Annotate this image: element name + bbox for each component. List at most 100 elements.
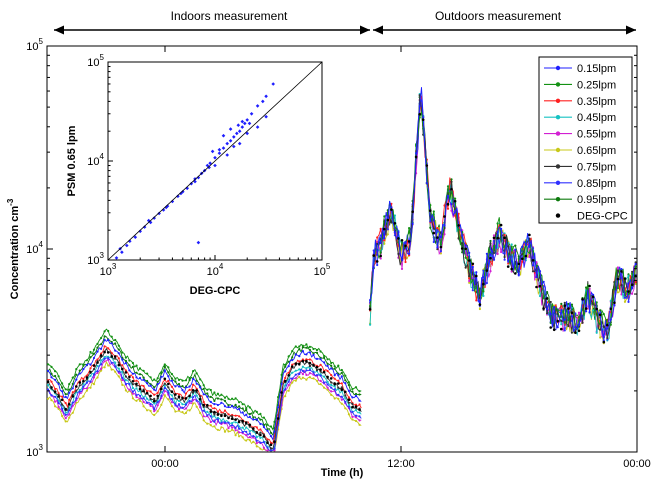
series-point [496,236,499,240]
series-point [184,411,188,414]
series-point [234,414,237,417]
y-axis-title-sup: -3 [6,198,15,206]
series-point [241,431,244,434]
series-point [135,371,138,374]
series-point [475,274,478,278]
series-point [248,436,251,439]
series-point [372,266,375,269]
series-point [517,273,520,276]
series-point [436,236,439,239]
series-point [379,242,382,245]
series-point [68,388,71,391]
series-point [514,248,517,251]
series-point [153,410,156,413]
series-point [468,275,471,278]
series-point [616,287,620,290]
series-point [308,345,311,348]
series-point [429,209,432,212]
series-point [124,375,127,378]
series-point [634,274,637,278]
inset-point [271,82,275,86]
series-point [160,371,163,374]
series-point [191,389,195,392]
inset-y-title: PSM 0.65 lpm [66,125,78,196]
series-point [177,403,181,406]
inset-point [196,240,201,245]
series-point [358,399,361,402]
series-point [160,394,163,398]
series-point [202,419,205,422]
series-point [107,347,110,350]
series-point [393,214,396,217]
series-point [308,376,311,379]
series-point [291,363,294,366]
series-point [627,293,630,296]
series-point [181,379,184,382]
series-point [485,269,489,272]
series-point [248,432,251,435]
series-point [199,411,202,415]
series-point [192,396,195,399]
series-point [301,359,305,363]
series-point [326,375,329,379]
series-point [354,416,358,419]
series-point [223,414,227,418]
series-point [78,390,81,393]
series-point [142,376,145,379]
series-point [461,242,464,245]
series-point [89,374,92,377]
series-point [308,351,311,354]
series-point [75,385,78,388]
series-point [138,394,142,397]
series-point [156,380,159,383]
series-point [432,227,435,230]
series-point [326,362,329,365]
series-point [489,242,492,245]
series-point [61,403,64,406]
series-point [432,240,435,244]
legend-item: 0.15lpm [544,63,616,75]
series-point [298,372,301,376]
series-point [195,382,198,385]
series-point [425,182,428,185]
series-point [156,394,159,398]
indoor-arrow-right-head [360,25,370,35]
series-point [113,355,117,358]
series-point [553,306,556,309]
series-point [531,259,535,262]
series-point [308,358,311,361]
series-point [376,242,379,245]
series-point [585,310,588,313]
series-point [330,364,333,367]
series-point [354,419,358,423]
series-point [234,421,237,424]
series-point [574,331,577,334]
series-point [563,329,566,332]
series-point [50,376,53,379]
series-point [524,256,528,259]
series-point [386,233,389,236]
series-point [330,361,333,365]
series-point [96,342,99,345]
series-point [443,204,446,207]
inset-point [264,114,268,119]
series-point [379,254,383,258]
legend-label: DEG-CPC [577,211,628,223]
series-point [160,403,163,406]
series-point [223,421,227,424]
series-point [259,436,262,439]
series-point [71,382,74,385]
series-point [50,365,53,368]
series-point [131,397,134,400]
inset-point [146,218,151,223]
series-point [170,401,173,404]
series-point [82,363,85,366]
series-point [220,398,223,401]
series-point [376,263,379,267]
series-point [294,369,297,372]
series-point [584,307,588,310]
series-point [135,382,138,386]
series-point [358,393,361,396]
inset-point [125,243,129,248]
series-point [602,336,605,339]
